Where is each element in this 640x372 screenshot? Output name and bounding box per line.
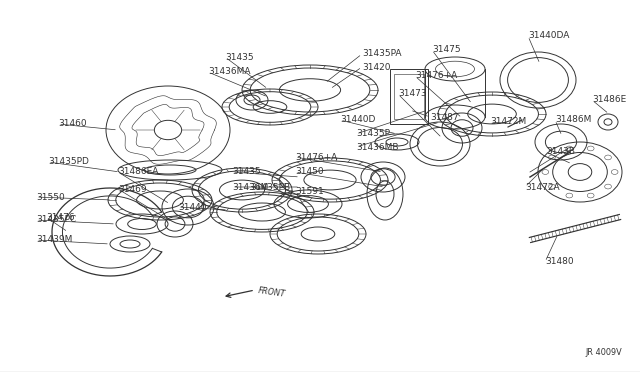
Text: 31472M: 31472M (490, 118, 526, 126)
Text: 31480: 31480 (545, 257, 573, 266)
Text: 31476+A: 31476+A (295, 153, 337, 161)
Text: 31435: 31435 (232, 167, 260, 176)
Text: 31476+A: 31476+A (415, 71, 457, 80)
Text: 31475: 31475 (432, 45, 461, 55)
Text: 31487: 31487 (430, 112, 459, 122)
Text: 31450: 31450 (295, 167, 324, 176)
Text: 31440: 31440 (178, 202, 207, 212)
Text: 31435PC: 31435PC (36, 215, 76, 224)
Text: 31476: 31476 (46, 212, 75, 221)
Text: 31440DA: 31440DA (528, 32, 570, 41)
Bar (394, 74, 424, 119)
Text: 31460: 31460 (58, 119, 86, 128)
Text: 31486E: 31486E (592, 96, 627, 105)
Text: 31435PB: 31435PB (250, 183, 290, 192)
Text: 31435: 31435 (225, 52, 253, 61)
Text: 31591: 31591 (295, 187, 324, 196)
Text: 31472A: 31472A (525, 183, 559, 192)
Text: 31435P: 31435P (356, 129, 390, 138)
Text: 31436M: 31436M (232, 183, 268, 192)
Text: 31473: 31473 (398, 90, 427, 99)
Text: 31436MB: 31436MB (356, 142, 399, 151)
Text: 31420: 31420 (362, 62, 390, 71)
Text: 31435PD: 31435PD (48, 157, 89, 167)
Text: 31550: 31550 (36, 192, 65, 202)
Text: 31486EA: 31486EA (118, 167, 158, 176)
Text: 31436MA: 31436MA (208, 67, 250, 77)
Text: 31440D: 31440D (340, 115, 376, 125)
Text: JR 4009V: JR 4009V (586, 348, 622, 357)
Text: 31486M: 31486M (555, 115, 591, 125)
Text: FRONT: FRONT (258, 286, 287, 298)
Text: 31469: 31469 (118, 185, 147, 193)
Text: 3143B: 3143B (546, 148, 575, 157)
Bar (390, 69, 428, 124)
Text: 31435PA: 31435PA (362, 49, 401, 58)
Text: 31439M: 31439M (36, 235, 72, 244)
